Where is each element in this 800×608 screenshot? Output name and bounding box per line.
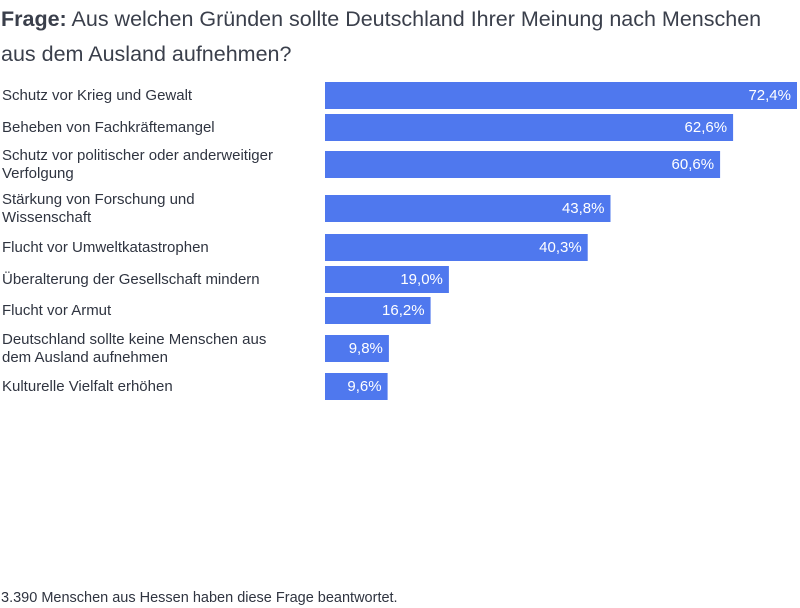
category-label: Stärkung von Forschung und Wissenschaft [2, 191, 195, 226]
bar-value-label: 9,6% [347, 378, 381, 395]
bar-row: 9,6% Kulturelle Vielfalt erhöhen [2, 373, 388, 400]
bar [325, 234, 588, 261]
category-label-line: Kulturelle Vielfalt erhöhen [2, 378, 173, 395]
category-label: Schutz vor politischer oder anderweitige… [2, 147, 273, 182]
bar [325, 373, 388, 400]
bar [325, 335, 389, 362]
bar-value-label: 43,8% [562, 200, 605, 217]
bar-row: 9,8% Deutschland sollte keine Menschen au… [2, 331, 389, 366]
bar-value-label: 72,4% [748, 87, 791, 104]
category-label-line: Schutz vor politischer oder anderweitige… [2, 147, 273, 164]
bar-value-label: 9,8% [349, 340, 383, 357]
bar-row: 16,2% Flucht vor Armut [2, 297, 431, 324]
title-prefix: Frage: [1, 7, 67, 31]
category-label: Beheben von Fachkräftemangel [2, 119, 215, 136]
category-label: Flucht vor Armut [2, 302, 112, 319]
title-text: Aus welchen Gründen sollte Deutschland I… [1, 7, 762, 66]
bar-row: 72,4% Schutz vor Krieg und Gewalt [2, 82, 797, 109]
category-label-line: Wissenschaft [2, 209, 92, 226]
respondent-count-note: 3.390 Menschen aus Hessen haben diese Fr… [1, 590, 398, 606]
bar [325, 151, 721, 178]
bar-value-label: 40,3% [539, 239, 582, 256]
bar [325, 195, 611, 222]
category-label-line: Beheben von Fachkräftemangel [2, 119, 215, 136]
category-label: Schutz vor Krieg und Gewalt [2, 87, 193, 104]
category-label: Flucht vor Umweltkatastrophen [2, 239, 209, 256]
category-label-line: Flucht vor Umweltkatastrophen [2, 239, 209, 256]
bar [325, 114, 734, 141]
category-label: Deutschland sollte keine Menschen aus dem… [2, 331, 266, 366]
bar [325, 266, 449, 293]
category-label-line: dem Ausland aufnehmen [2, 349, 168, 366]
chart-title: Frage: Aus welchen Gründen sollte Deutsc… [1, 2, 791, 72]
category-label-line: Flucht vor Armut [2, 302, 112, 319]
bar-row: 19,0% Überalterung der Gesellschaft minde… [2, 266, 449, 293]
bar-value-label: 60,6% [672, 156, 715, 173]
bar-row: 62,6% Beheben von Fachkräftemangel [2, 114, 734, 141]
bar-value-label: 62,6% [685, 119, 728, 136]
category-label-line: Verfolgung [2, 165, 74, 182]
category-label-line: Schutz vor Krieg und Gewalt [2, 87, 193, 104]
bar-row: 43,8% Stärkung von Forschung und Wissensch… [2, 191, 611, 226]
bar-row: 40,3% Flucht vor Umweltkatastrophen [2, 234, 588, 261]
category-label-line: Überalterung der Gesellschaft mindern [2, 270, 260, 288]
bar-value-label: 16,2% [382, 302, 425, 319]
bar [325, 297, 431, 324]
category-label: Überalterung der Gesellschaft mindern [2, 270, 260, 288]
category-label: Kulturelle Vielfalt erhöhen [2, 378, 173, 395]
category-label-line: Stärkung von Forschung und [2, 191, 195, 208]
category-label-line: Deutschland sollte keine Menschen aus [2, 331, 266, 348]
bar-row: 60,6% Schutz vor politischer oder anderwe… [2, 147, 721, 182]
bar [325, 82, 797, 109]
bar-value-label: 19,0% [400, 271, 443, 288]
